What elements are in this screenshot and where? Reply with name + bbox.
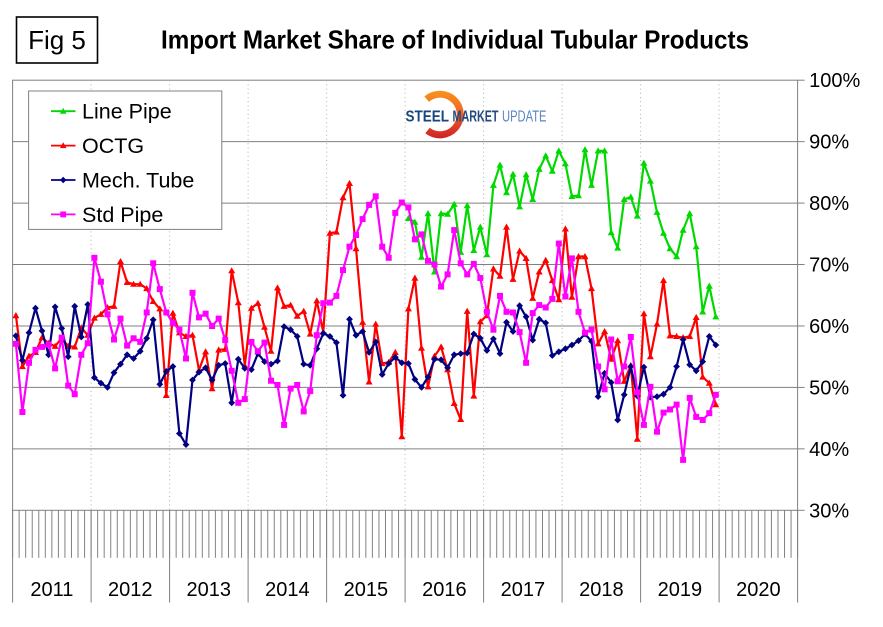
svg-text:Fig 5: Fig 5 [28, 25, 86, 55]
svg-text:Std Pipe: Std Pipe [82, 203, 163, 227]
svg-text:2018: 2018 [579, 579, 624, 601]
svg-text:30%: 30% [809, 500, 849, 522]
svg-text:40%: 40% [809, 439, 849, 461]
svg-text:STEEL: STEEL [406, 109, 450, 126]
svg-text:2016: 2016 [422, 579, 467, 601]
svg-text:2014: 2014 [265, 579, 310, 601]
svg-text:50%: 50% [809, 377, 849, 399]
svg-text:70%: 70% [809, 255, 849, 277]
svg-text:2015: 2015 [344, 579, 389, 601]
svg-text:OCTG: OCTG [82, 134, 144, 158]
svg-text:Mech. Tube: Mech. Tube [82, 169, 194, 193]
svg-text:90%: 90% [809, 132, 849, 154]
svg-text:2017: 2017 [501, 579, 546, 601]
svg-text:2019: 2019 [658, 579, 703, 601]
svg-text:2012: 2012 [108, 579, 153, 601]
svg-text:80%: 80% [809, 193, 849, 215]
svg-text:2020: 2020 [736, 579, 781, 601]
svg-text:2013: 2013 [187, 579, 232, 601]
svg-text:60%: 60% [809, 316, 849, 338]
svg-text:2011: 2011 [30, 579, 73, 601]
svg-text:UPDATE: UPDATE [502, 109, 547, 126]
svg-text:Line Pipe: Line Pipe [82, 100, 172, 124]
svg-text:Import Market Share of Individ: Import Market Share of Individual Tubula… [161, 25, 749, 55]
svg-text:MARKET: MARKET [453, 109, 499, 126]
svg-text:100%: 100% [809, 70, 860, 92]
